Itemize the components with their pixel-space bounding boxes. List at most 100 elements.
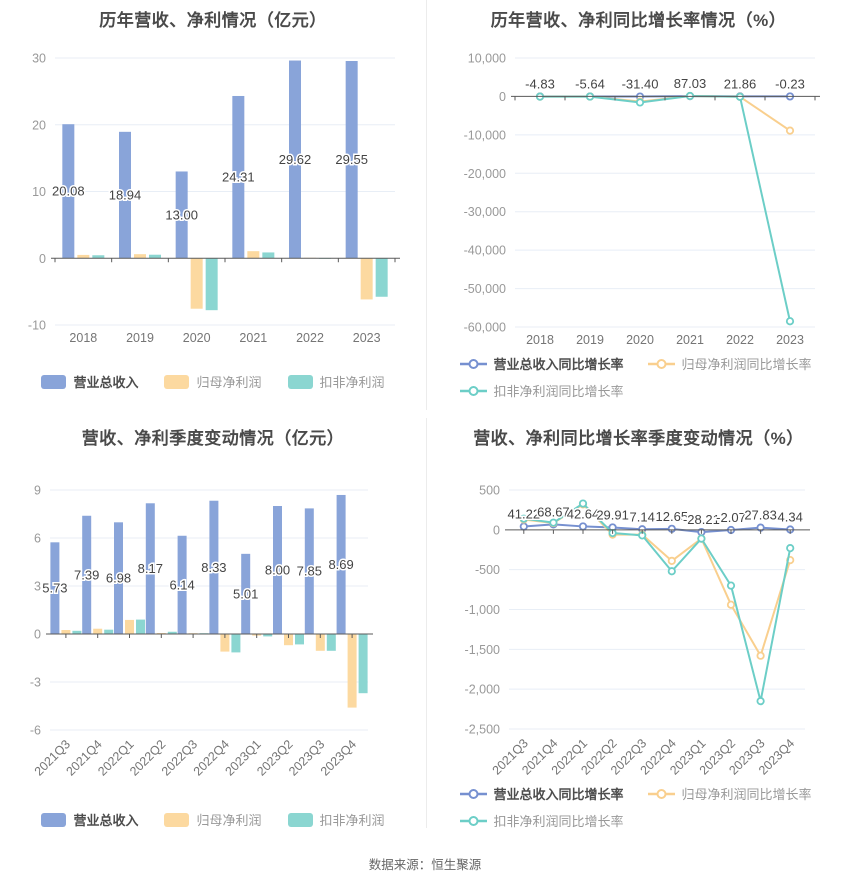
- x-axis-label: 2019: [126, 331, 154, 345]
- legend-swatch-icon: [164, 812, 190, 827]
- bar-segment: [231, 634, 241, 653]
- legend-marker: [656, 358, 667, 369]
- bar-segment: [345, 61, 358, 259]
- bar-segment: [375, 258, 388, 297]
- data-point: [726, 600, 736, 609]
- bar-segment: [289, 60, 301, 259]
- bar-segment: [347, 634, 357, 708]
- legend-swatch-icon: [287, 812, 313, 827]
- y-axis-tick-label: 0: [499, 90, 506, 104]
- legend-item[interactable]: 扣非净利润同比增长率: [459, 381, 624, 400]
- legend-line-icon: [647, 358, 675, 369]
- legend-line-icon: [459, 385, 487, 396]
- legend-annual-amounts: 营业总收入 归母净利润 扣非净利润: [0, 372, 426, 391]
- value-label: 18.94: [109, 188, 142, 203]
- value-label: 5.01: [233, 586, 258, 601]
- x-axis-label: 2023: [776, 333, 804, 347]
- data-point: [549, 518, 558, 527]
- legend-item[interactable]: 营业总收入: [41, 372, 138, 391]
- bar-segment: [177, 535, 187, 634]
- bar-segment: [326, 634, 336, 651]
- legend-quarterly-growth: 营业总收入同比增长率 归母净利润同比增长率扣非净利润同比增长率: [459, 784, 818, 830]
- data-point: [519, 522, 528, 531]
- y-axis-tick-label: -2,500: [465, 723, 500, 737]
- bar-segment: [61, 630, 71, 634]
- data-point: [785, 126, 795, 135]
- bar-segment: [315, 634, 325, 651]
- data-point: [578, 522, 588, 531]
- legend-label: 营业总收入同比增长率: [493, 357, 624, 372]
- value-label: 8.00: [265, 563, 290, 578]
- bar-segment: [175, 171, 188, 259]
- y-axis-tick-label: -1,000: [465, 603, 500, 617]
- value-label: 7.39: [74, 567, 99, 582]
- value-label: 68.67: [537, 504, 570, 519]
- legend-swatch-icon: [164, 374, 190, 389]
- legend-item[interactable]: 归母净利润: [164, 810, 262, 829]
- value-label: 12.65: [656, 509, 689, 524]
- y-axis-tick-label: -50,000: [464, 282, 506, 296]
- data-line: [523, 503, 792, 657]
- bar-segment: [190, 258, 203, 309]
- legend-item[interactable]: 归母净利润: [164, 372, 262, 391]
- legend-item[interactable]: 营业总收入同比增长率: [459, 784, 624, 803]
- legend-label: 营业总收入: [73, 375, 139, 390]
- x-axis-label: 2021: [676, 333, 704, 347]
- bar-segment: [273, 506, 282, 634]
- legend-item[interactable]: 营业总收入同比增长率: [459, 354, 624, 373]
- value-label: 7.85: [297, 564, 322, 579]
- x-axis-label: 2022: [296, 331, 324, 345]
- bar-segment: [304, 508, 314, 634]
- y-axis-tick-label: 10,000: [468, 52, 506, 66]
- x-axis-label: 2022: [726, 333, 754, 347]
- value-label: -0.23: [775, 76, 805, 91]
- legend-item[interactable]: 扣非净利润: [287, 372, 385, 391]
- bar-segment: [125, 619, 134, 634]
- quarterly-amounts-plot: 9630-3-62021Q32021Q42022Q12022Q22022Q320…: [30, 484, 373, 779]
- legend-label: 归母净利润: [196, 813, 262, 828]
- x-axis-label: 2023Q4: [318, 737, 359, 778]
- data-point: [786, 544, 795, 553]
- legend-item[interactable]: 扣非净利润: [287, 810, 385, 829]
- y-axis-tick-label: -60,000: [464, 321, 506, 335]
- data-point: [756, 697, 765, 706]
- panel-annual-amounts: 历年营收、净利情况（亿元） 30 20 10 0 -10 2018 2019 2020 2021…: [0, 0, 427, 410]
- data-point: [635, 98, 645, 107]
- bar-segment: [205, 258, 218, 311]
- x-axis-label: 2020: [626, 333, 654, 347]
- value-label: 27.83: [744, 508, 777, 523]
- data-line: [523, 502, 792, 703]
- data-point: [785, 317, 795, 326]
- legend-label: 归母净利润: [196, 375, 262, 390]
- legend-label: 扣非净利润: [319, 813, 385, 828]
- annual-amounts-plot: 30 20 10 0 -10 2018 2019 2020 2021 2022 2023 20.08 1…: [28, 52, 400, 345]
- panel-quarterly-amounts: 营收、净利季度变动情况（亿元） 9 6 3 0 -3 -6 2021Q3 2021Q4 2022…: [0, 418, 427, 828]
- bar-segment: [336, 494, 346, 634]
- data-point: [667, 556, 676, 566]
- value-label: 7.14: [630, 509, 655, 524]
- legend-annual-growth: 营业总收入同比增长率 归母净利润同比增长率扣非净利润同比增长率: [459, 354, 818, 400]
- bar-segment: [114, 522, 123, 634]
- legend-label: 营业总收入同比增长率: [493, 787, 624, 802]
- value-label: 20.08: [52, 184, 85, 199]
- value-label: 29.62: [279, 152, 312, 167]
- data-point: [519, 514, 528, 523]
- bar-segment: [134, 254, 146, 259]
- y-axis-tick-label: 3: [34, 580, 41, 594]
- value-label: 24.31: [222, 170, 255, 185]
- legend-item[interactable]: 扣非净利润同比增长率: [459, 811, 624, 830]
- x-axis-label: 2018: [526, 333, 554, 347]
- bar-segment: [284, 634, 293, 646]
- legend-label: 营业总收入: [73, 813, 139, 828]
- x-axis-label: 2020: [183, 331, 211, 345]
- bar-segment: [119, 131, 131, 259]
- bar-segment: [50, 542, 60, 634]
- legend-item[interactable]: 归母净利润同比增长率: [647, 784, 812, 803]
- legend-item[interactable]: 归母净利润同比增长率: [647, 354, 812, 373]
- legend-item[interactable]: 营业总收入: [41, 810, 138, 829]
- bar-segment: [167, 631, 177, 634]
- data-line: [539, 94, 791, 132]
- legend-label: 扣非净利润: [319, 375, 385, 390]
- legend-swatch-icon: [41, 374, 67, 389]
- y-axis-tick-label: 6: [34, 532, 41, 546]
